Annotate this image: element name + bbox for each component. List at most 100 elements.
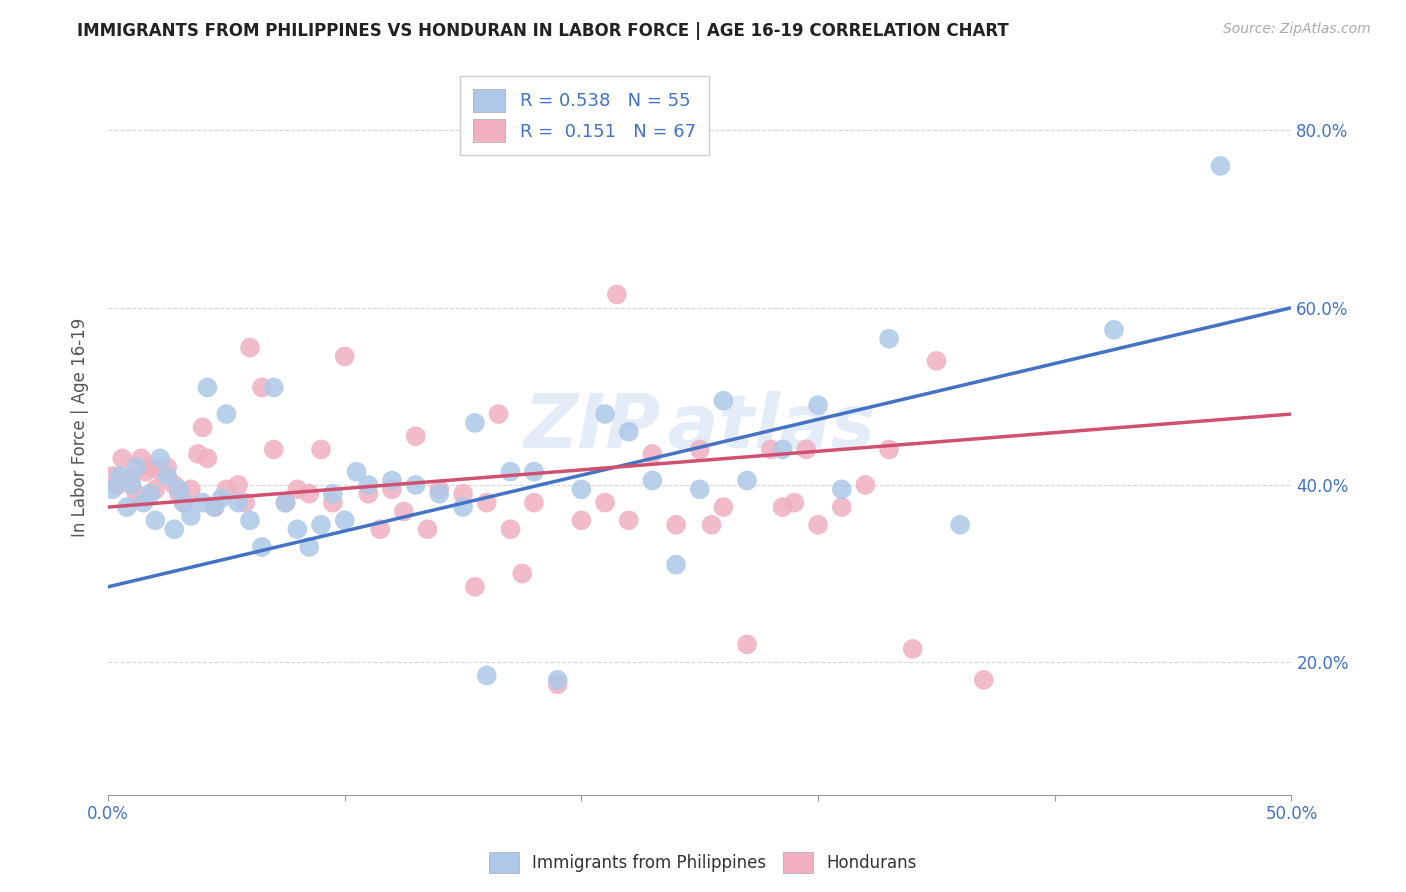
Point [405, 429, 427, 443]
Point [139, 460, 162, 475]
Point [547, 673, 569, 687]
Point [149, 465, 172, 479]
Point [129, 451, 152, 466]
Point [143, 483, 166, 497]
Point [274, 496, 297, 510]
Point [523, 496, 546, 510]
Point [197, 451, 219, 466]
Point [925, 354, 948, 368]
Point [263, 442, 285, 457]
Point [569, 513, 592, 527]
Point [735, 474, 758, 488]
Point [309, 517, 332, 532]
Point [285, 522, 308, 536]
Point [132, 496, 155, 510]
Point [215, 407, 238, 421]
Legend: Immigrants from Philippines, Hondurans: Immigrants from Philippines, Hondurans [482, 846, 924, 880]
Point [204, 500, 226, 514]
Point [101, 483, 124, 497]
Point [204, 500, 226, 514]
Point [125, 487, 148, 501]
Point [877, 442, 900, 457]
Point [877, 332, 900, 346]
Point [831, 483, 853, 497]
Point [239, 513, 262, 527]
Point [949, 517, 972, 532]
Point [510, 566, 533, 581]
Point [215, 483, 238, 497]
Point [107, 478, 129, 492]
Point [593, 496, 616, 510]
Point [700, 517, 723, 532]
Point [156, 460, 179, 475]
Point [451, 500, 474, 514]
Point [735, 637, 758, 651]
Point [191, 496, 214, 510]
Point [187, 447, 209, 461]
Point [427, 487, 450, 501]
Point [855, 478, 877, 492]
Point [233, 496, 256, 510]
Point [606, 287, 628, 301]
Point [298, 540, 321, 554]
Point [368, 522, 391, 536]
Point [285, 483, 308, 497]
Point [1102, 323, 1125, 337]
Point [115, 500, 138, 514]
Point [617, 425, 640, 439]
Point [180, 483, 202, 497]
Point [973, 673, 995, 687]
Point [173, 496, 195, 510]
Point [665, 558, 688, 572]
Point [139, 487, 162, 501]
Point [167, 487, 190, 501]
Point [772, 442, 794, 457]
Point [143, 513, 166, 527]
Point [475, 496, 498, 510]
Point [641, 447, 664, 461]
Point [135, 465, 157, 479]
Point [451, 487, 474, 501]
Point [298, 487, 321, 501]
Point [226, 478, 249, 492]
Point [427, 483, 450, 497]
Point [173, 496, 195, 510]
Point [121, 478, 143, 492]
Point [357, 487, 380, 501]
Point [191, 420, 214, 434]
Point [163, 478, 186, 492]
Point [180, 508, 202, 523]
Point [499, 522, 522, 536]
Point [274, 496, 297, 510]
Point [239, 341, 262, 355]
Point [689, 483, 711, 497]
Point [211, 491, 233, 506]
Point [499, 465, 522, 479]
Point [772, 500, 794, 514]
Point [381, 474, 404, 488]
Point [197, 380, 219, 394]
Point [333, 513, 356, 527]
Point [547, 677, 569, 691]
Point [617, 513, 640, 527]
Point [156, 469, 179, 483]
Point [167, 483, 190, 497]
Point [333, 350, 356, 364]
Point [713, 393, 735, 408]
Point [108, 469, 131, 483]
Point [464, 416, 486, 430]
Point [346, 465, 368, 479]
Point [226, 496, 249, 510]
Point [593, 407, 616, 421]
Point [322, 496, 344, 510]
Point [523, 465, 546, 479]
Point [464, 580, 486, 594]
Point [250, 380, 273, 394]
Point [263, 380, 285, 394]
Point [149, 451, 172, 466]
Point [309, 442, 332, 457]
Point [794, 442, 817, 457]
Point [163, 522, 186, 536]
Point [807, 398, 830, 412]
Legend: R = 0.538   N = 55, R =  0.151   N = 67: R = 0.538 N = 55, R = 0.151 N = 67 [460, 76, 709, 155]
